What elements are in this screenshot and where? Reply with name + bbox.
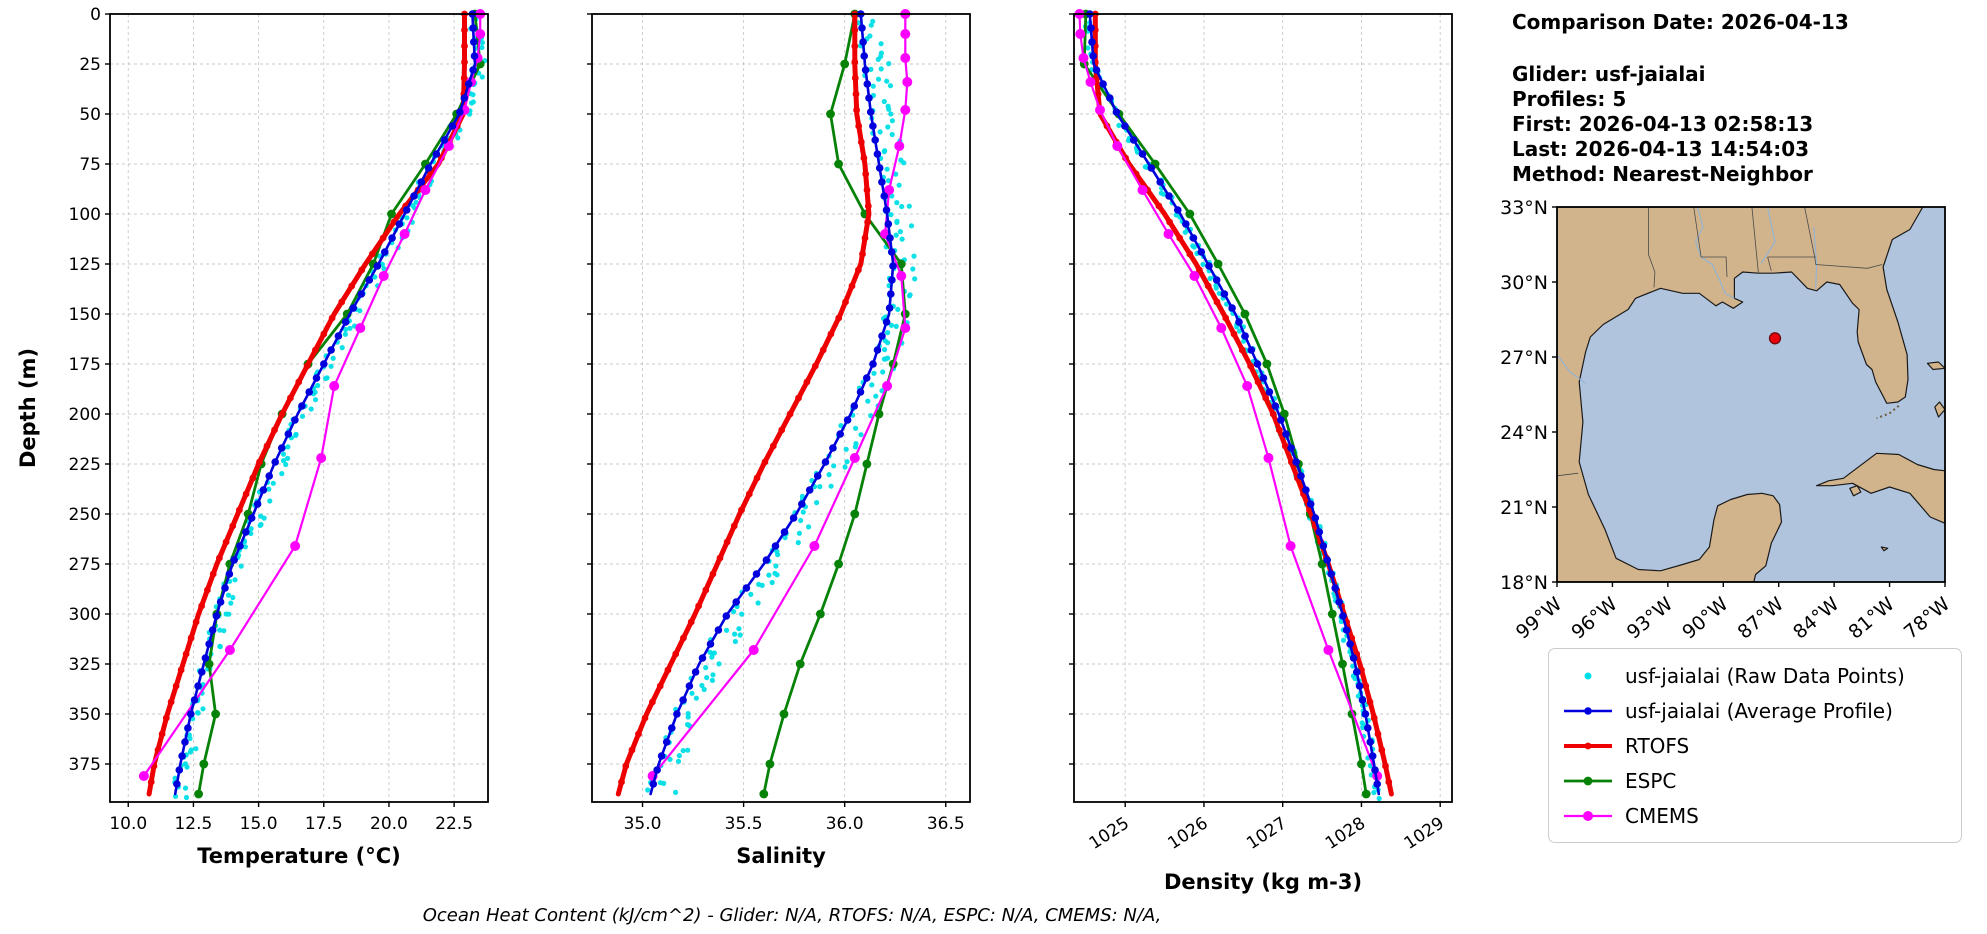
- legend-item-espc: ESPC: [1561, 763, 1949, 798]
- map-land-1: [1816, 452, 1945, 524]
- svg-text:12.5: 12.5: [174, 814, 212, 834]
- svg-text:375: 375: [69, 755, 101, 775]
- svg-text:21°N: 21°N: [1500, 497, 1548, 519]
- svg-text:350: 350: [69, 705, 101, 725]
- map-land-0: [1557, 207, 1924, 582]
- svg-text:75: 75: [79, 155, 101, 175]
- temperature-series-rtofs: [146, 10, 468, 797]
- temperature-axis-label: Temperature (°C): [197, 844, 401, 868]
- legend-marker-cmems: [1564, 810, 1612, 821]
- comparison-date: Comparison Date: 2026-04-13: [1512, 10, 1849, 34]
- legend-label-average: usf-jaialai (Average Profile): [1625, 698, 1893, 723]
- map-land-4: [1934, 401, 1945, 418]
- svg-text:150: 150: [69, 305, 101, 325]
- map-florida-keys: [1876, 405, 1900, 420]
- svg-text:30°N: 30°N: [1500, 272, 1548, 294]
- svg-text:22.5: 22.5: [435, 814, 473, 834]
- svg-text:96°W: 96°W: [1567, 593, 1621, 644]
- salinity-series-cmems: [647, 9, 913, 781]
- svg-text:81°W: 81°W: [1844, 593, 1898, 644]
- legend-marker-average: [1564, 706, 1612, 715]
- svg-text:24°N: 24°N: [1500, 422, 1548, 444]
- svg-text:275: 275: [69, 555, 101, 575]
- svg-text:225: 225: [69, 455, 101, 475]
- svg-text:17.5: 17.5: [305, 814, 343, 834]
- glider-location-marker: [1768, 332, 1782, 345]
- svg-text:35.0: 35.0: [624, 814, 662, 834]
- temperature-series-average: [173, 10, 479, 796]
- salinity-series-raw: [645, 11, 918, 796]
- density-chart: 1025 1026 1027 1028 1029: [1069, 9, 1453, 854]
- temperature-chart: 10.0 12.5 15.0 17.5 20.0 22.5 0 25 50 75 100 125 150…: [69, 5, 489, 834]
- location-map: 33°N 30°N 27°N 24°N 21°N 18°N99°W 96°W 93°W 90°W…: [1500, 197, 1954, 644]
- map-land-3: [1926, 361, 1945, 371]
- profiles-count: Profiles: 5: [1512, 87, 1627, 111]
- salinity-series-rtofs: [615, 10, 872, 797]
- legend-label-espc: ESPC: [1625, 768, 1677, 793]
- footer-note: Ocean Heat Content (kJ/cm^2) - Glider: N…: [422, 905, 1162, 926]
- legend-marker-espc: [1564, 776, 1612, 785]
- salinity-chart: 35.0 35.5 36.0 36.5: [587, 9, 971, 834]
- legend-marker-raw: [1584, 672, 1592, 679]
- svg-text:10.0: 10.0: [109, 814, 147, 834]
- svg-text:0: 0: [90, 5, 101, 25]
- svg-text:35.5: 35.5: [725, 814, 763, 834]
- density-series-average: [1086, 10, 1381, 796]
- temperature-series-espc: [194, 9, 485, 799]
- svg-text:1026: 1026: [1164, 813, 1211, 853]
- salinity-axis-label: Salinity: [736, 844, 826, 868]
- legend-item-average: usf-jaialai (Average Profile): [1561, 693, 1949, 728]
- legend-item-raw: usf-jaialai (Raw Data Points): [1561, 658, 1949, 693]
- svg-text:125: 125: [69, 255, 101, 275]
- svg-text:1028: 1028: [1322, 813, 1369, 853]
- svg-text:200: 200: [69, 405, 101, 425]
- legend-item-rtofs: RTOFS: [1561, 728, 1949, 763]
- legend-marker-rtofs: [1564, 742, 1612, 749]
- svg-text:33°N: 33°N: [1500, 197, 1548, 219]
- svg-text:90°W: 90°W: [1678, 593, 1732, 644]
- depth-axis-label: Depth (m): [16, 347, 40, 469]
- svg-text:1027: 1027: [1243, 813, 1290, 853]
- legend-label-raw: usf-jaialai (Raw Data Points): [1625, 663, 1905, 688]
- legend: usf-jaialai (Raw Data Points) usf-jaialai…: [1548, 648, 1962, 843]
- svg-text:325: 325: [69, 655, 101, 675]
- last-profile-time: Last: 2026-04-13 14:54:03: [1512, 137, 1810, 161]
- svg-text:25: 25: [79, 55, 101, 75]
- legend-label-rtofs: RTOFS: [1625, 733, 1690, 758]
- svg-text:175: 175: [69, 355, 101, 375]
- svg-text:78°W: 78°W: [1900, 593, 1954, 644]
- first-profile-time: First: 2026-04-13 02:58:13: [1512, 112, 1814, 136]
- svg-text:300: 300: [69, 605, 101, 625]
- svg-text:18°N: 18°N: [1500, 572, 1548, 594]
- svg-text:100: 100: [69, 205, 101, 225]
- svg-text:1025: 1025: [1086, 813, 1133, 853]
- legend-label-cmems: CMEMS: [1625, 803, 1699, 828]
- map-land-5: [1880, 546, 1889, 552]
- legend-item-cmems: CMEMS: [1561, 798, 1949, 833]
- glider-name: Glider: usf-jaialai: [1512, 62, 1706, 86]
- svg-text:15.0: 15.0: [240, 814, 278, 834]
- svg-text:250: 250: [69, 505, 101, 525]
- svg-text:36.5: 36.5: [927, 814, 965, 834]
- svg-text:87°W: 87°W: [1734, 593, 1788, 644]
- svg-text:99°W: 99°W: [1512, 593, 1566, 644]
- svg-text:50: 50: [79, 105, 101, 125]
- info-block: Comparison Date: 2026-04-13 Glider: usf-…: [1512, 10, 1849, 187]
- salinity-series-average: [649, 10, 897, 796]
- svg-text:36.0: 36.0: [826, 814, 864, 834]
- svg-text:1029: 1029: [1401, 813, 1448, 853]
- density-axis-label: Density (kg m-3): [1163, 870, 1363, 894]
- svg-text:93°W: 93°W: [1623, 593, 1677, 644]
- svg-text:84°W: 84°W: [1789, 593, 1843, 644]
- svg-text:27°N: 27°N: [1500, 347, 1548, 369]
- legend-items: usf-jaialai (Raw Data Points) usf-jaialai…: [1561, 658, 1949, 833]
- density-series-rtofs: [1091, 10, 1394, 797]
- map-land-2: [1849, 485, 1862, 497]
- method: Method: Nearest-Neighbor: [1512, 162, 1813, 186]
- svg-text:20.0: 20.0: [370, 814, 408, 834]
